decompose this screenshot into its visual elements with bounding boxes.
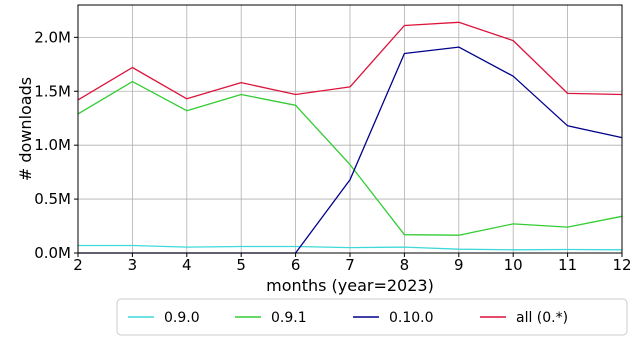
y-axis: 0.0M 0.5M 1.0M 1.5M 2.0M: [34, 28, 78, 262]
x-tick-label: 10: [504, 256, 523, 274]
y-tick-label: 0.0M: [34, 244, 71, 262]
x-tick-label: 9: [454, 256, 464, 274]
legend: 0.9.0 0.9.1 0.10.0 all (0.*): [116, 298, 628, 336]
y-tick-label: 0.5M: [34, 190, 71, 208]
x-tick-label: 11: [558, 256, 577, 274]
legend-item-label: all (0.*): [516, 310, 568, 326]
x-tick-label: 7: [345, 256, 355, 274]
y-axis-label: # downloads: [16, 77, 35, 181]
legend-item-label: 0.10.0: [389, 310, 434, 326]
x-tick-label: 3: [128, 256, 138, 274]
x-tick-label: 5: [236, 256, 246, 274]
x-axis-label: months (year=2023): [266, 276, 434, 295]
y-tick-label: 2.0M: [34, 28, 71, 46]
series-line-all-0: [77, 21, 623, 101]
y-tick-label: 1.0M: [34, 136, 71, 154]
legend-item-label: 0.9.1: [271, 310, 307, 326]
x-tick-label: 6: [291, 256, 301, 274]
x-axis: 2 3 4 5 6 7 8 9 10 11 12: [73, 253, 632, 274]
y-tick-label: 1.5M: [34, 82, 71, 100]
grid: [77, 5, 623, 254]
x-tick-label: 2: [73, 256, 83, 274]
x-tick-label: 12: [612, 256, 631, 274]
series-line-0-9-1: [77, 80, 623, 236]
series-line-0-9-0: [78, 244, 623, 251]
legend-item-label: 0.9.0: [164, 310, 200, 326]
x-tick-label: 4: [182, 256, 192, 274]
x-tick-label: 8: [400, 256, 410, 274]
